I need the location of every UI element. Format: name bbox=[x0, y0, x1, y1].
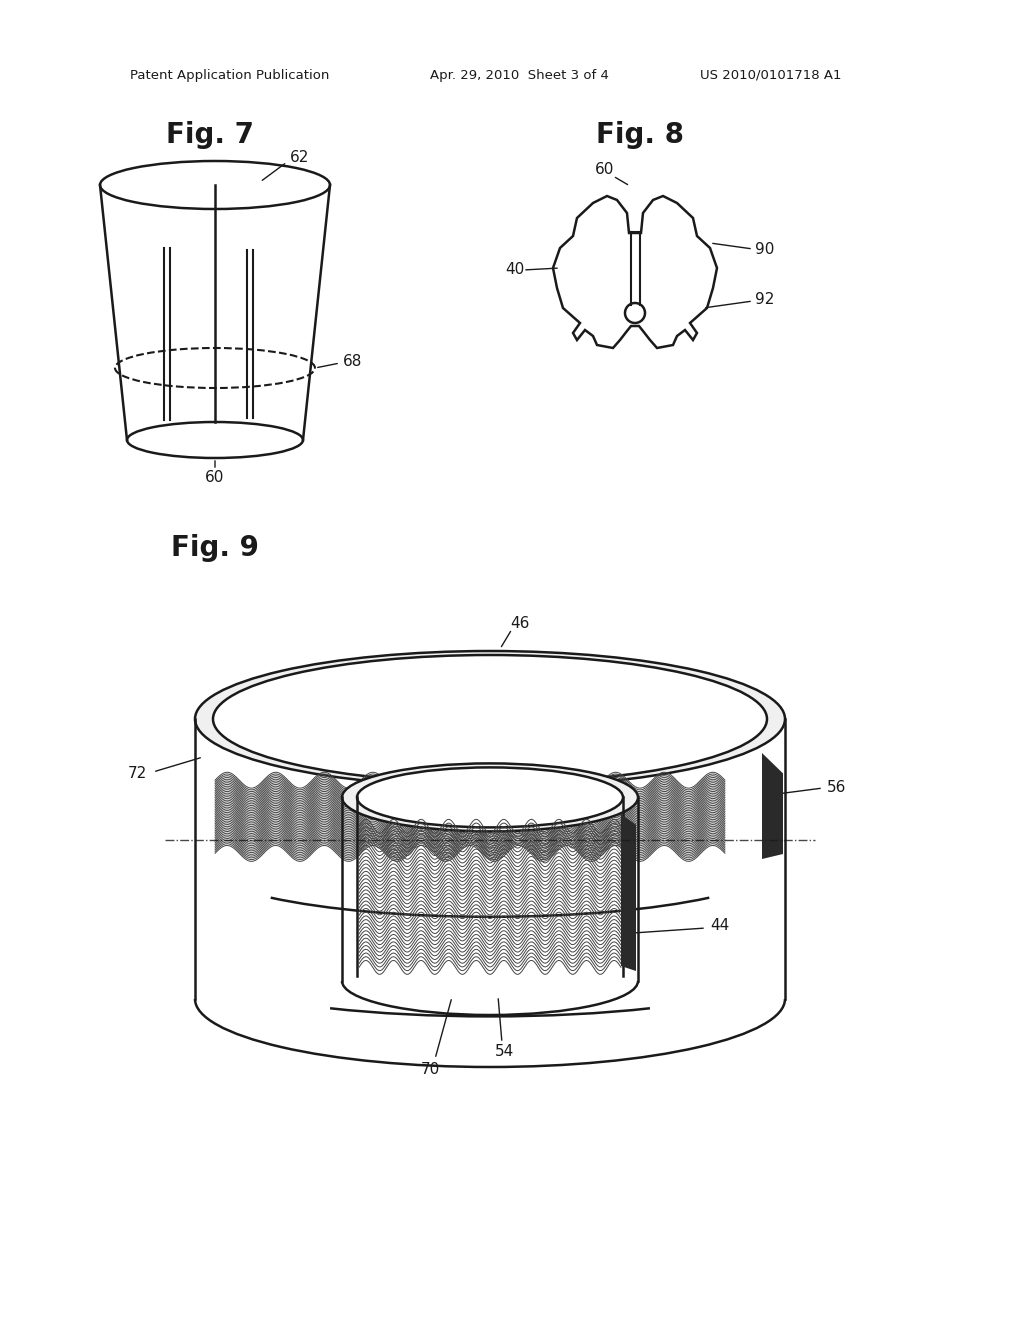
Text: Fig. 8: Fig. 8 bbox=[596, 121, 684, 149]
Polygon shape bbox=[762, 752, 783, 859]
Ellipse shape bbox=[625, 304, 645, 323]
Ellipse shape bbox=[100, 161, 330, 209]
Text: 46: 46 bbox=[510, 615, 529, 631]
Text: Fig. 7: Fig. 7 bbox=[166, 121, 254, 149]
Text: 54: 54 bbox=[496, 1044, 515, 1059]
Text: Apr. 29, 2010  Sheet 3 of 4: Apr. 29, 2010 Sheet 3 of 4 bbox=[430, 69, 609, 82]
Polygon shape bbox=[100, 161, 330, 458]
Ellipse shape bbox=[342, 763, 638, 832]
Text: 56: 56 bbox=[827, 780, 847, 795]
Text: 62: 62 bbox=[290, 150, 309, 165]
Text: 68: 68 bbox=[343, 355, 362, 370]
Text: 44: 44 bbox=[710, 919, 729, 933]
Text: 40: 40 bbox=[506, 263, 524, 277]
Text: Patent Application Publication: Patent Application Publication bbox=[130, 69, 330, 82]
Ellipse shape bbox=[357, 767, 623, 828]
Text: 90: 90 bbox=[755, 243, 774, 257]
Ellipse shape bbox=[195, 651, 785, 787]
Ellipse shape bbox=[213, 655, 767, 783]
Polygon shape bbox=[553, 195, 717, 348]
Text: US 2010/0101718 A1: US 2010/0101718 A1 bbox=[700, 69, 842, 82]
Polygon shape bbox=[621, 814, 636, 972]
Text: 60: 60 bbox=[595, 162, 614, 177]
Text: 70: 70 bbox=[421, 1061, 439, 1077]
Text: Fig. 9: Fig. 9 bbox=[171, 535, 259, 562]
Text: 92: 92 bbox=[755, 293, 774, 308]
Text: 60: 60 bbox=[206, 470, 224, 486]
Text: 72: 72 bbox=[127, 767, 146, 781]
